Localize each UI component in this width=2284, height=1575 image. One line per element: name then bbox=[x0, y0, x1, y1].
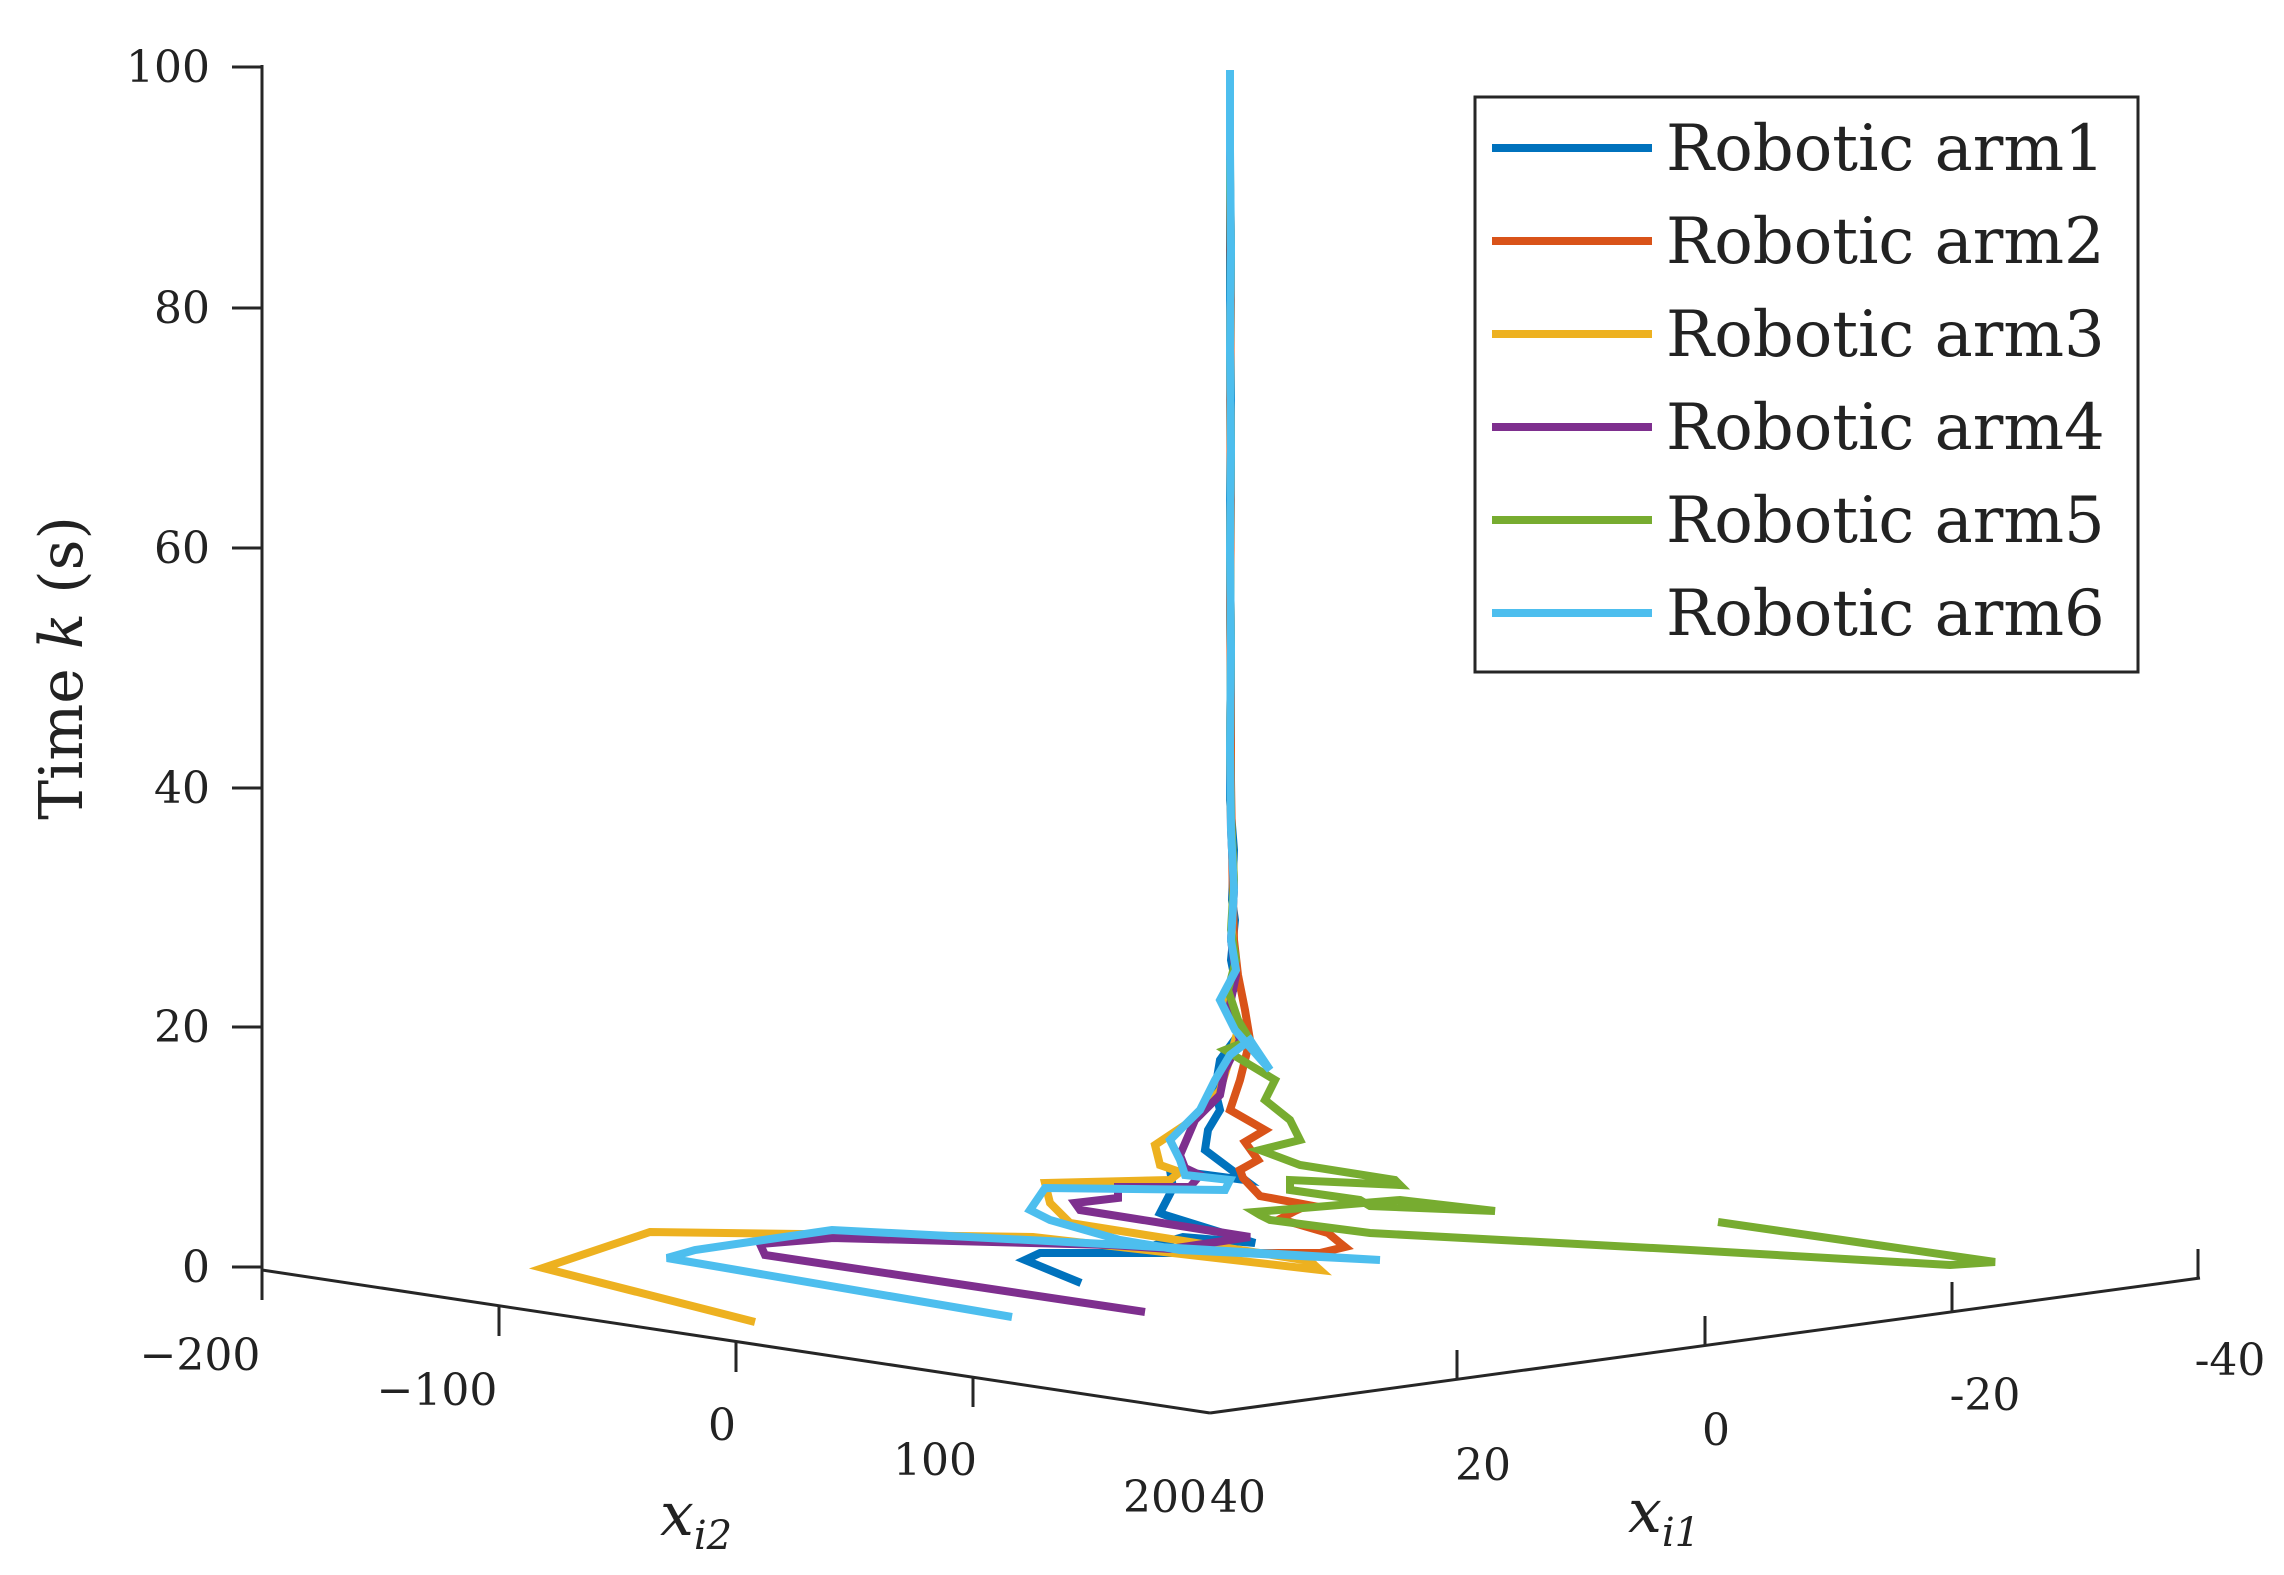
series-line-6 bbox=[665, 70, 1381, 1321]
legend-label-1: Robotic arm1 bbox=[1666, 112, 2105, 186]
x2-axis-label-sub: i2 bbox=[694, 1513, 732, 1559]
x1-tick-label: 40 bbox=[1210, 1472, 1266, 1523]
z-tick-label: 80 bbox=[154, 283, 210, 334]
series-line-2 bbox=[1225, 120, 1354, 1269]
legend-label-2: Robotic arm2 bbox=[1666, 205, 2105, 279]
x2-ticks: −200 −100 0 100 200 bbox=[140, 1270, 1207, 1523]
x1-tick-label: 0 bbox=[1702, 1405, 1730, 1456]
legend-label-4: Robotic arm4 bbox=[1666, 391, 2105, 465]
x2-tick-label: 0 bbox=[708, 1400, 736, 1451]
z-tick-label: 60 bbox=[154, 523, 210, 574]
x1-axis-label: xi1 bbox=[1628, 1477, 1700, 1556]
z-axis-label-unit: (s) bbox=[27, 516, 97, 613]
x1-axis-label-sub: i1 bbox=[1662, 1510, 1700, 1556]
z-ticks: 0 20 40 60 80 100 bbox=[126, 42, 262, 1293]
legend-label-3: Robotic arm3 bbox=[1666, 298, 2105, 372]
series-layer bbox=[528, 70, 1996, 1326]
z-tick-label: 100 bbox=[126, 42, 210, 93]
x2-tick-label: 200 bbox=[1123, 1472, 1207, 1523]
z-axis-label-var: k bbox=[27, 613, 97, 649]
legend: Robotic arm1 Robotic arm2 Robotic arm3 Robo… bbox=[1473, 95, 2140, 674]
x1-tick-label: 20 bbox=[1455, 1440, 1511, 1491]
z-axis-label-text: Time bbox=[27, 649, 97, 820]
x1-tick-label: -40 bbox=[2195, 1335, 2266, 1386]
x2-axis-line bbox=[261, 1268, 1211, 1415]
z-axis-label: Time k (s) bbox=[27, 516, 97, 820]
legend-items: Robotic arm1 Robotic arm2 Robotic arm3 Robo… bbox=[1492, 112, 2105, 651]
x2-axis-label: xi2 bbox=[660, 1480, 732, 1559]
z-tick-label: 20 bbox=[154, 1002, 210, 1053]
x2-tick-label: −200 bbox=[140, 1330, 261, 1381]
legend-box bbox=[1473, 95, 2140, 674]
x2-tick-label: 100 bbox=[893, 1435, 977, 1486]
x1-ticks: 40 20 0 -20 -40 bbox=[1210, 1249, 2265, 1523]
legend-label-6: Robotic arm6 bbox=[1666, 577, 2105, 651]
z-tick-label: 0 bbox=[182, 1242, 210, 1293]
z-tick-label: 40 bbox=[154, 763, 210, 814]
legend-label-5: Robotic arm5 bbox=[1666, 484, 2105, 558]
x1-axis-label-base: x bbox=[1628, 1477, 1662, 1547]
series-line-1 bbox=[1015, 130, 1260, 1287]
x1-tick-label: -20 bbox=[1950, 1370, 2021, 1421]
x2-tick-label: −100 bbox=[377, 1365, 498, 1416]
x2-axis-label-base: x bbox=[660, 1480, 694, 1550]
